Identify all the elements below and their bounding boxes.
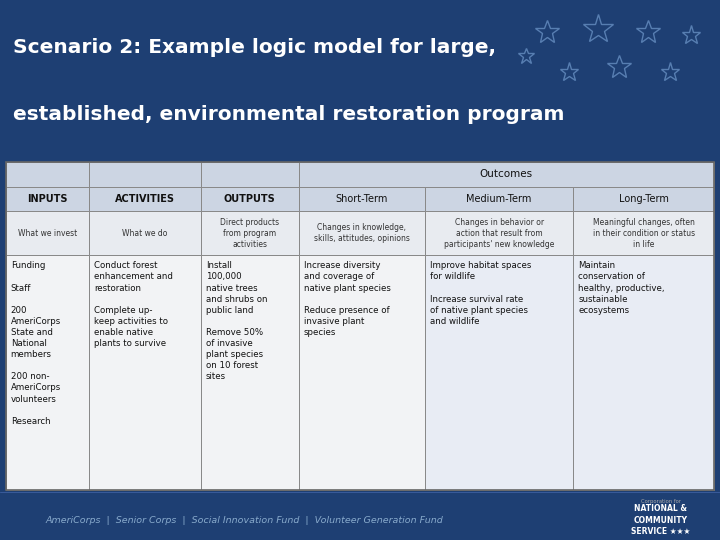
Text: AmeriCorps  |  Senior Corps  |  Social Innovation Fund  |  Volunteer Generation : AmeriCorps | Senior Corps | Social Innov… [46,516,444,524]
Text: Improve habitat spaces
for wildlife

Increase survival rate
of native plant spec: Improve habitat spaces for wildlife Incr… [430,261,531,326]
Text: Meaningful changes, often
in their condition or status
in life: Meaningful changes, often in their condi… [593,218,695,248]
Bar [201,187,299,211]
Text: OUTPUTS: OUTPUTS [224,194,276,204]
Text: ACTIVITIES: ACTIVITIES [115,194,175,204]
Text: Medium-Term: Medium-Term [467,194,532,204]
Bar [6,162,89,187]
Bar [89,162,201,187]
Bar [201,211,299,255]
Text: Install
100,000
native trees
and shrubs on
public land

Remove 50%
of invasive
p: Install 100,000 native trees and shrubs … [206,261,267,381]
Bar [299,187,425,211]
Text: Direct products
from program
activities: Direct products from program activities [220,218,279,248]
Bar [89,187,201,211]
Bar [573,187,714,211]
Text: What we do: What we do [122,229,168,238]
Text: Increase diversity
and coverage of
native plant species

Reduce presence of
inva: Increase diversity and coverage of nativ… [304,261,390,337]
Text: Changes in knowledge,
skills, attitudes, opinions: Changes in knowledge, skills, attitudes,… [314,224,410,243]
Bar [89,211,201,255]
Text: Scenario 2: Example logic model for large,: Scenario 2: Example logic model for larg… [13,38,496,57]
Bar [299,211,425,255]
Text: INPUTS: INPUTS [27,194,68,204]
Bar [425,255,573,490]
Bar [425,187,573,211]
Bar [6,211,89,255]
Bar [6,187,89,211]
Bar [6,255,89,490]
Text: Short-Term: Short-Term [336,194,388,204]
Text: Conduct forest
enhancement and
restoration

Complete up-
keep activities to
enab: Conduct forest enhancement and restorati… [94,261,173,348]
Bar [89,255,201,490]
Text: What we invest: What we invest [18,229,77,238]
Bar [201,162,299,187]
Bar [299,162,714,187]
Text: Funding

Staff

200
AmeriCorps
State and
National
members

200 non-
AmeriCorps
v: Funding Staff 200 AmeriCorps State and N… [11,261,61,426]
Text: Long-Term: Long-Term [618,194,669,204]
Bar [573,255,714,490]
Text: Corporation for: Corporation for [641,498,681,503]
Text: Changes in behavior or
action that result from
participants' new knowledge: Changes in behavior or action that resul… [444,218,554,248]
Bar [573,211,714,255]
Bar [425,211,573,255]
Text: Outcomes: Outcomes [480,170,533,179]
Text: NATIONAL &
COMMUNITY
SERVICE ★★★: NATIONAL & COMMUNITY SERVICE ★★★ [631,504,690,536]
Bar [299,255,425,490]
Text: Maintain
conservation of
healthy, productive,
sustainable
ecosystems: Maintain conservation of healthy, produc… [578,261,665,315]
Text: established, environmental restoration program: established, environmental restoration p… [13,105,564,124]
Bar [201,255,299,490]
